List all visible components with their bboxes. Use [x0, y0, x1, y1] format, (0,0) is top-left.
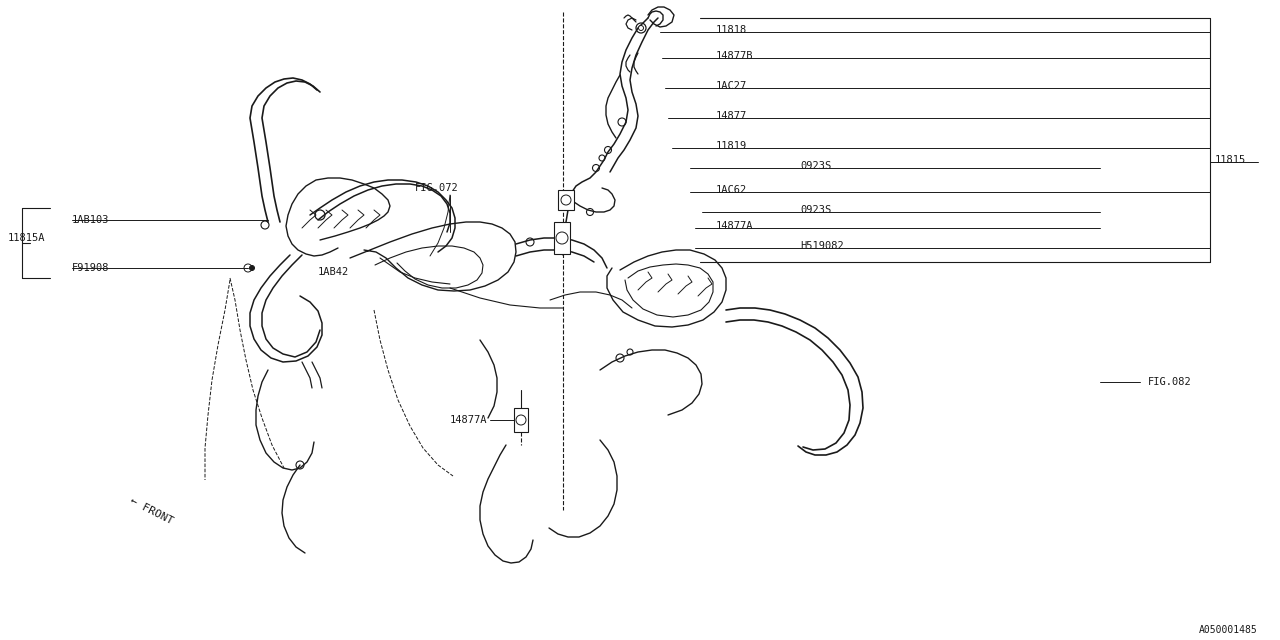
Text: 11815: 11815	[1215, 155, 1247, 165]
Text: 14877B: 14877B	[716, 51, 754, 61]
Text: H519082: H519082	[800, 241, 844, 251]
Text: 0923S: 0923S	[800, 161, 831, 171]
Text: 11819: 11819	[716, 141, 748, 151]
Text: 11818: 11818	[716, 25, 748, 35]
Text: 1AB103: 1AB103	[72, 215, 110, 225]
Bar	[515, 408, 529, 432]
Text: FIG.072: FIG.072	[415, 183, 458, 193]
Circle shape	[639, 26, 644, 31]
Text: 14877A: 14877A	[716, 221, 754, 231]
Bar	[558, 190, 573, 210]
Text: ← FRONT: ← FRONT	[128, 495, 174, 526]
Text: 1AC62: 1AC62	[716, 185, 748, 195]
Bar	[554, 222, 570, 254]
Text: 14877: 14877	[716, 111, 748, 121]
Text: 1AC27: 1AC27	[716, 81, 748, 91]
Text: 14877A: 14877A	[451, 415, 488, 425]
Text: FIG.082: FIG.082	[1148, 377, 1192, 387]
Circle shape	[250, 266, 255, 271]
Text: A050001485: A050001485	[1199, 625, 1258, 635]
Text: 0923S: 0923S	[800, 205, 831, 215]
Text: 1AB42: 1AB42	[317, 267, 349, 277]
Text: F91908: F91908	[72, 263, 110, 273]
Text: 11815A: 11815A	[8, 233, 46, 243]
